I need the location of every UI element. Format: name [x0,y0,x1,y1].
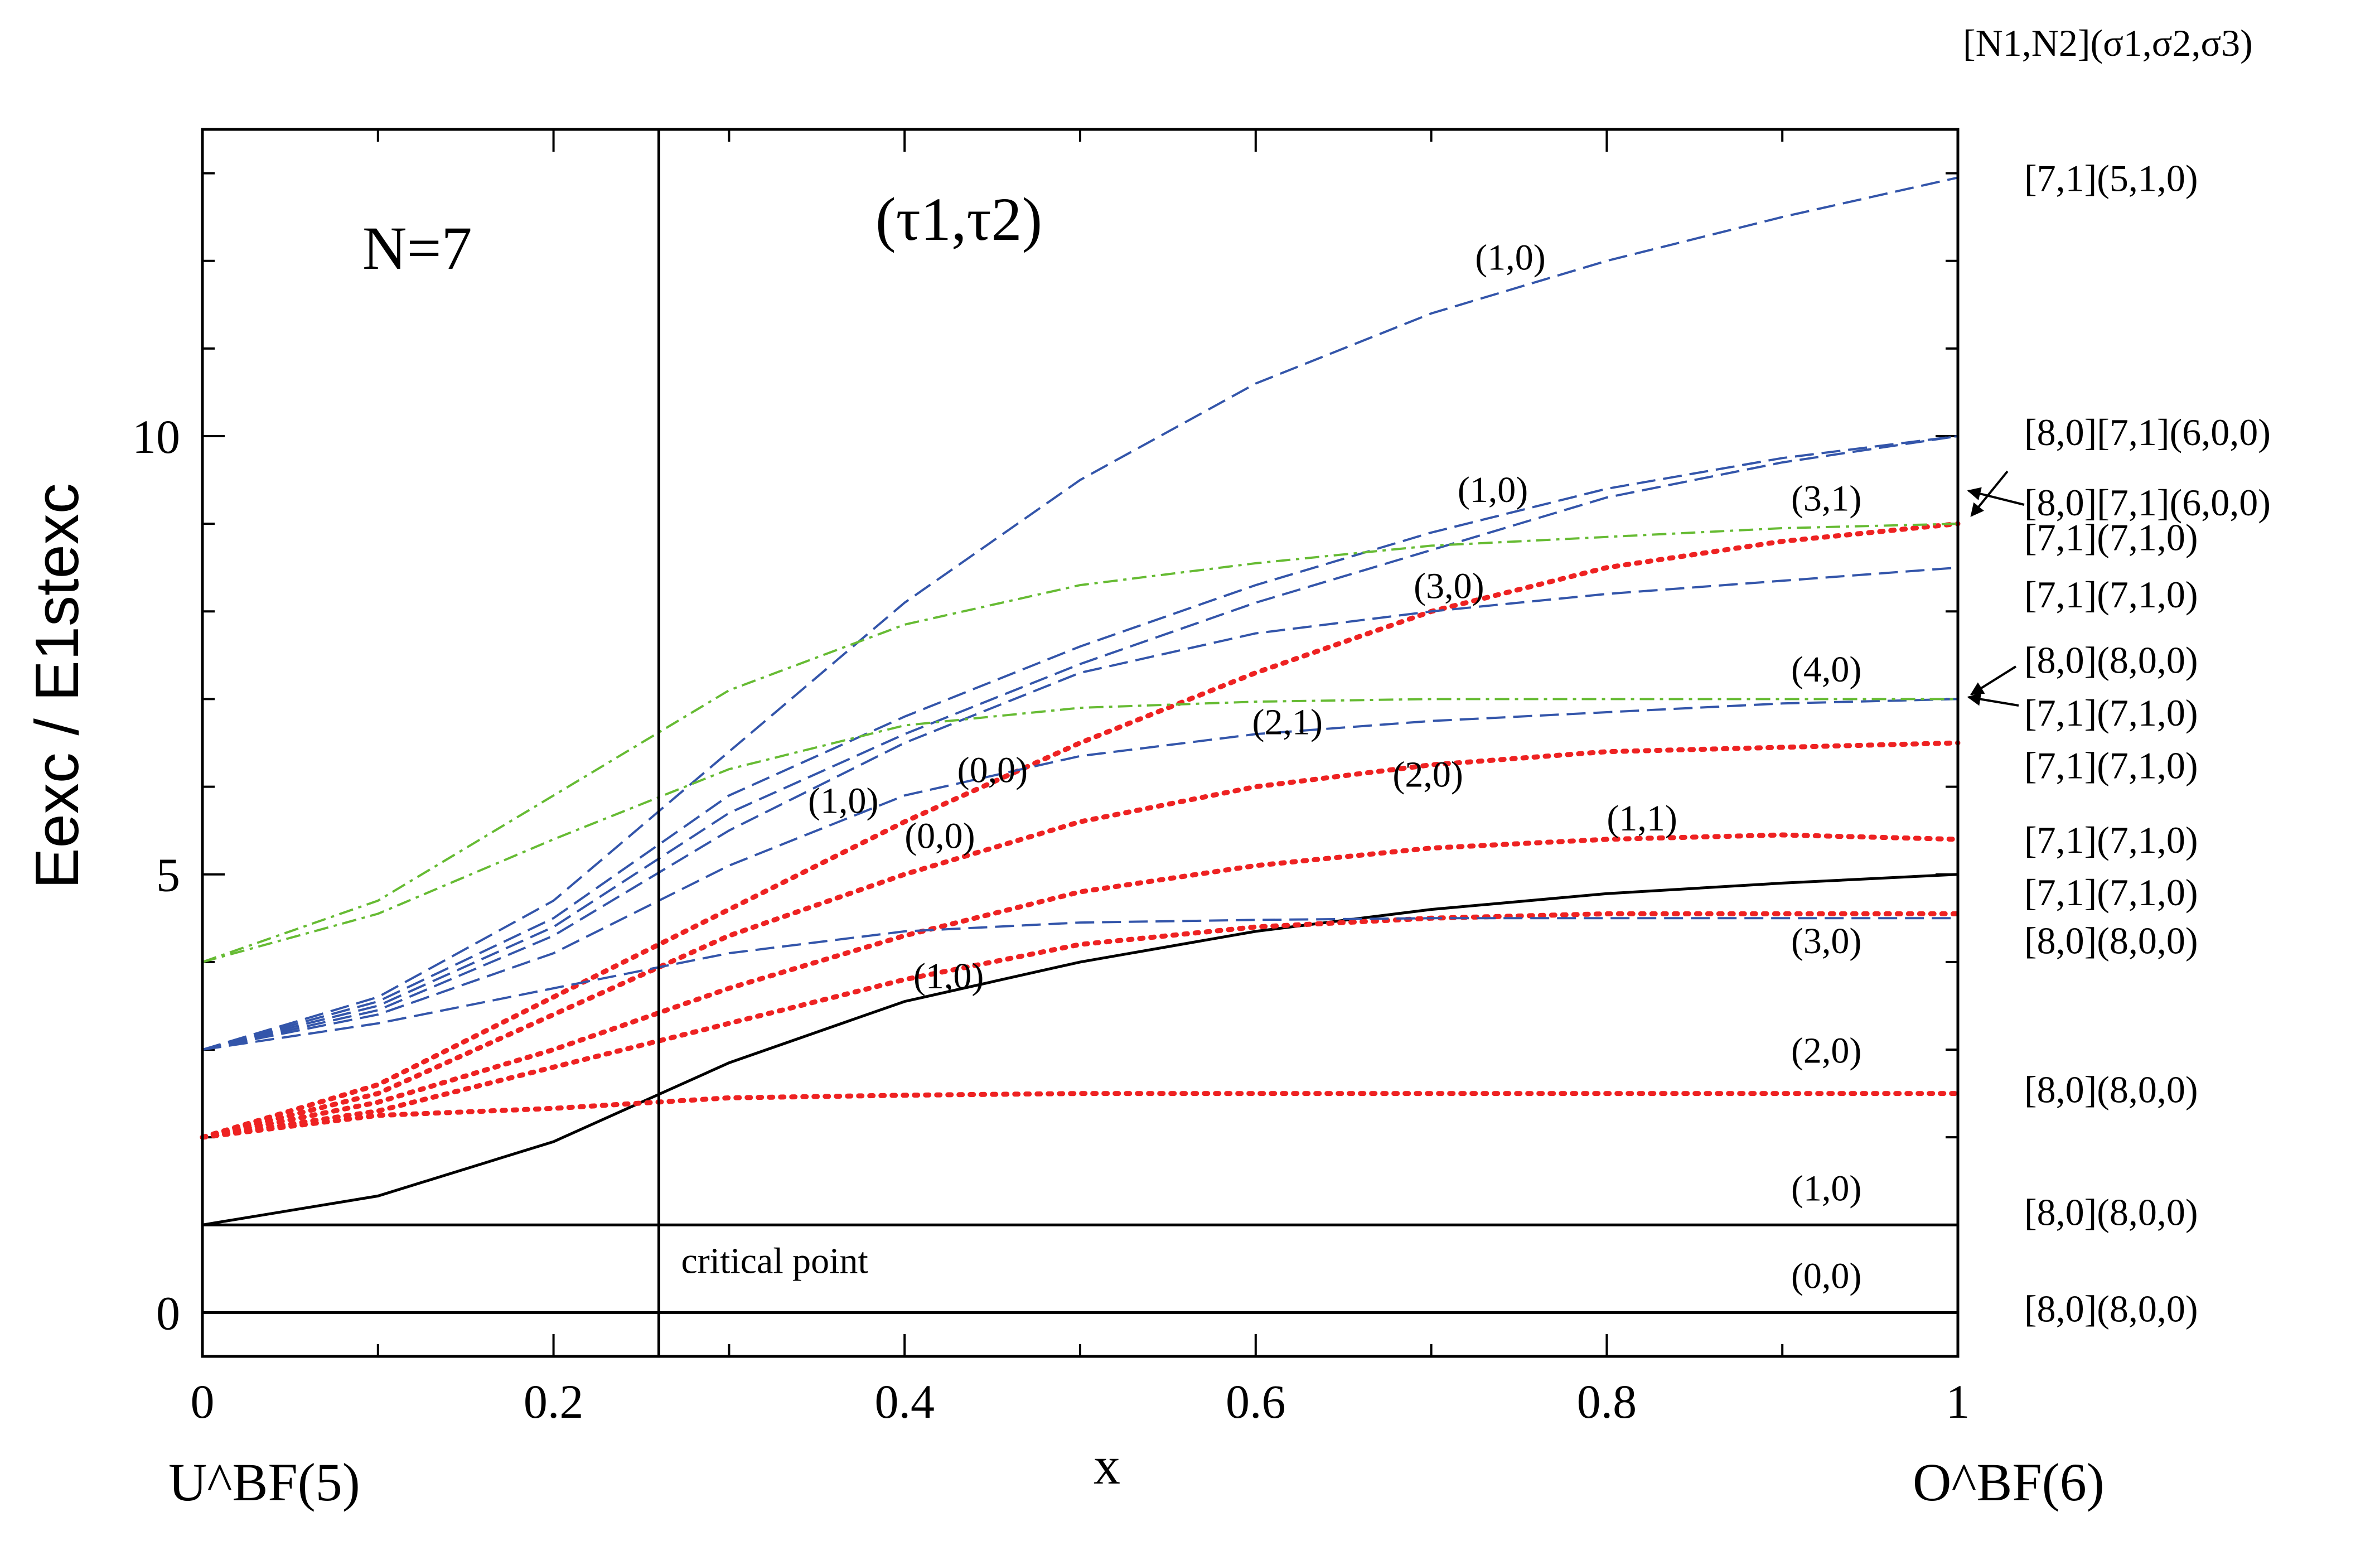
chart-subtitle: (τ1,τ2) [875,185,1042,253]
x-tick-label: 0 [191,1375,215,1428]
y-tick-label: 10 [132,410,180,463]
level-annotation: (1,0) [913,956,984,997]
critical-point-label: critical point [681,1241,868,1282]
level-annotation: (1,0) [1791,1168,1861,1209]
arrow-to-level-9 [1967,487,2025,506]
series-line-4-0-green [202,698,1958,963]
level-annotation: (3,0) [1791,921,1861,962]
configuration-label: [8,0](8,0,0) [2024,1069,2198,1111]
configuration-label: [7,1](7,1,0) [2024,573,2198,616]
series-line-3-1-green [202,523,1958,963]
configuration-label: [7,1](7,1,0) [2024,516,2198,559]
configuration-label: [7,1](7,1,0) [2024,692,2198,734]
level-annotation: (1,0) [1458,470,1528,510]
x-tick-label: 0.4 [874,1375,935,1428]
level-annotation: (0,0) [904,816,975,857]
series-line-1-0-blue-upper [202,435,1958,1051]
chart-title: N=7 [362,214,472,282]
arrow-to-level-7 [1967,692,2019,707]
configuration-label: [8,0](8,0,0) [2024,920,2198,962]
series-layer [200,176,1961,1314]
series-line-3-1-blue [202,435,1958,1051]
x-tick-label: 1 [1946,1375,1970,1428]
configuration-label: [7,1](7,1,0) [2024,744,2198,786]
series-line-2-1-blue [202,698,1958,1051]
configuration-label: [8,0][7,1](6,0,0) [2024,481,2271,524]
y-tick-label: 5 [156,848,180,902]
series-line-0-0-red-b [200,740,1961,1140]
plot-frame [201,128,1960,1358]
arrow-to-level-9-b [1970,470,2009,517]
y-axis-label: Eexc / E1stexc [23,483,91,889]
configuration-label: [8,0](8,0,0) [2024,1191,2198,1234]
level-annotation: (3,1) [1791,479,1861,519]
configuration-label: [8,0](8,0,0) [2024,1288,2198,1330]
level-annotation: (1,1) [1607,798,1677,839]
x-tick-label: 0.6 [1226,1375,1286,1428]
y-tick-label: 0 [156,1286,180,1340]
configuration-label: [7,1](7,1,0) [2024,871,2198,914]
level-annotation: (2,1) [1252,702,1323,742]
series-line-1-1-red [200,832,1961,1140]
right-label-layer: [7,1](5,1,0) [8,0][7,1](6,0,0) [8,0][7,1](… [2024,157,2271,1330]
configuration-label: [8,0][7,1](6,0,0) [2024,411,2271,453]
level-annotation: (2,0) [1392,755,1463,795]
level-annotation: (1,0) [1475,237,1545,278]
level-annotation: (1,0) [808,781,878,822]
arrow-to-level-7-b [1970,665,2017,695]
series-line-0-0-red-a [200,521,1961,1140]
x-axis-label: x [1094,1436,1120,1495]
right-column-header: [N1,N2](σ1,σ2,σ3) [1963,22,2253,64]
configuration-label: [7,1](5,1,0) [2024,157,2198,199]
level-annotation: (4,0) [1791,649,1861,690]
level-annotation: (0,0) [957,750,1028,791]
annotation-layer: (1,0) (1,0) (3,1) (3,0) (4,0) (2,1) (2,0) (0,0)… [808,237,1861,1296]
series-line-3-0-red [200,911,1961,1140]
series-line-2-0 [200,1091,1961,1140]
x-right-limit-label: O^BF(6) [1913,1452,2105,1512]
x-left-limit-label: U^BF(5) [168,1452,360,1512]
series-line-1-0-black [202,873,1958,1226]
level-annotation: (2,0) [1791,1031,1861,1071]
level-annotation: (3,0) [1414,566,1484,607]
series-line-1-0-blue-top [202,176,1958,1051]
series-line-3-0-blue-low [202,917,1958,1051]
level-annotation: (0,0) [1791,1255,1861,1296]
x-tick-label: 0.8 [1577,1375,1637,1428]
configuration-label: [8,0](8,0,0) [2024,639,2198,682]
x-tick-label: 0.2 [524,1375,584,1428]
series-line-3-0-blue [202,566,1958,1051]
configuration-label: [7,1](7,1,0) [2024,819,2198,861]
